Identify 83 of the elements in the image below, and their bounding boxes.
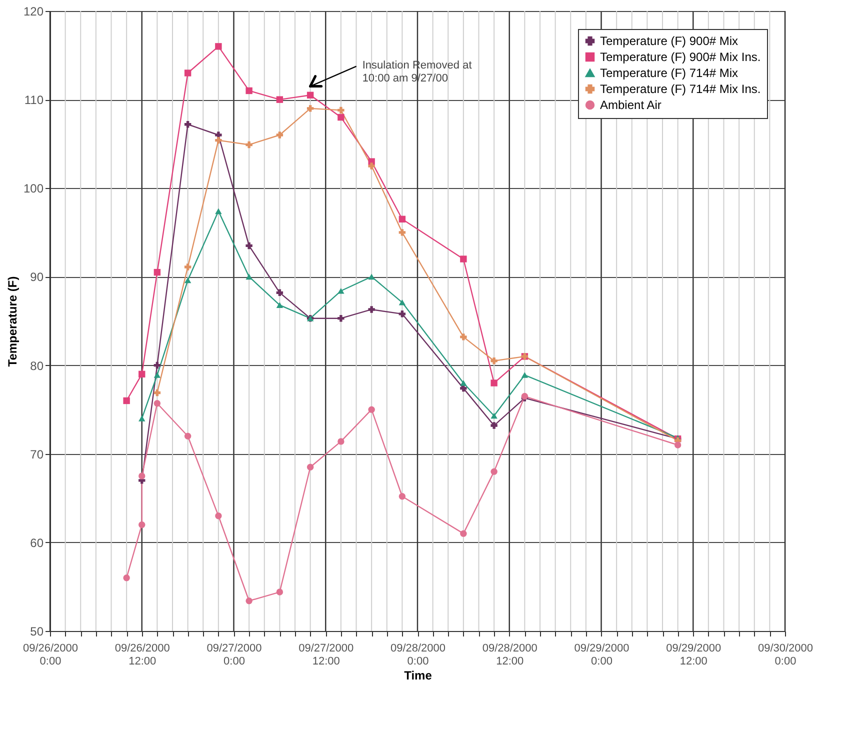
point <box>338 114 344 121</box>
point <box>490 468 498 475</box>
x-axis-title: Time <box>404 668 432 682</box>
point <box>154 362 161 369</box>
point <box>338 314 344 322</box>
x-tick-label: 09/27/2000 0:00 <box>206 642 262 668</box>
point <box>246 598 252 604</box>
point <box>398 216 406 222</box>
legend-label: Temperature (F) 900# Mix <box>600 34 738 48</box>
point <box>276 588 284 596</box>
legend-label: Temperature (F) 714# Mix <box>600 66 738 80</box>
x-tick-label: 09/29/2000 12:00 <box>666 642 722 668</box>
point <box>398 493 406 500</box>
point <box>215 136 222 144</box>
legend-label: Temperature (F) 900# Mix Ins. <box>600 50 761 64</box>
point <box>368 274 375 280</box>
point <box>398 310 406 318</box>
point <box>138 416 146 422</box>
point <box>184 264 192 270</box>
y-tick-label: 110 <box>24 93 44 108</box>
point <box>368 406 375 413</box>
legend-label: Temperature (F) 714# Mix Ins. <box>600 82 761 96</box>
x-tick-label: 09/26/2000 12:00 <box>114 642 170 668</box>
point <box>368 306 375 313</box>
point <box>276 132 284 138</box>
point <box>460 530 467 537</box>
point <box>276 302 284 308</box>
point <box>184 432 192 440</box>
point <box>184 121 192 128</box>
point <box>215 43 222 50</box>
point <box>338 288 344 294</box>
y-axis-title: Temperature (F) <box>5 276 20 367</box>
y-tick-label: 60 <box>30 536 44 550</box>
y-tick-label: 100 <box>23 182 44 196</box>
point <box>460 380 467 386</box>
y-tick-label: 80 <box>30 358 44 373</box>
point <box>154 372 161 378</box>
point <box>490 380 498 386</box>
point <box>215 512 222 520</box>
point <box>398 299 406 306</box>
x-tick-label: 09/29/2000 0:00 <box>574 642 630 668</box>
point <box>123 574 130 582</box>
point <box>246 242 252 250</box>
point <box>338 438 344 445</box>
x-tick-label: 09/28/2000 0:00 <box>390 642 446 668</box>
point <box>674 442 682 448</box>
point <box>138 472 146 480</box>
x-tick-label: 09/30/2000 0:00 <box>758 642 814 668</box>
point <box>246 274 252 280</box>
point <box>138 370 146 378</box>
point <box>521 372 528 378</box>
y-tick-label: 50 <box>30 624 44 638</box>
x-tick-label: 09/28/2000 12:00 <box>482 642 538 668</box>
x-tick-label: 09/27/2000 12:00 <box>298 642 354 668</box>
point <box>246 87 252 94</box>
point <box>460 384 467 392</box>
point <box>215 208 222 214</box>
point <box>338 106 344 114</box>
point <box>246 141 252 148</box>
point <box>306 92 314 98</box>
point <box>490 412 498 419</box>
y-tick-label: 90 <box>30 270 44 284</box>
point <box>460 334 467 340</box>
point <box>306 105 314 112</box>
point <box>368 162 375 170</box>
point <box>184 70 192 76</box>
point <box>154 400 161 407</box>
point <box>138 521 146 528</box>
point <box>306 464 314 470</box>
point <box>398 229 406 236</box>
point <box>490 358 498 364</box>
x-tick-label: 09/26/2000 0:00 <box>22 642 78 668</box>
point <box>184 277 192 284</box>
point <box>276 289 284 296</box>
point <box>123 397 130 404</box>
y-tick-label: 120 <box>23 4 44 18</box>
point <box>154 268 161 276</box>
point <box>154 389 161 396</box>
point <box>276 96 284 103</box>
legend-label: Ambient Air <box>600 98 662 112</box>
y-tick-label: 70 <box>30 447 44 462</box>
point <box>490 422 498 429</box>
point <box>460 256 467 262</box>
